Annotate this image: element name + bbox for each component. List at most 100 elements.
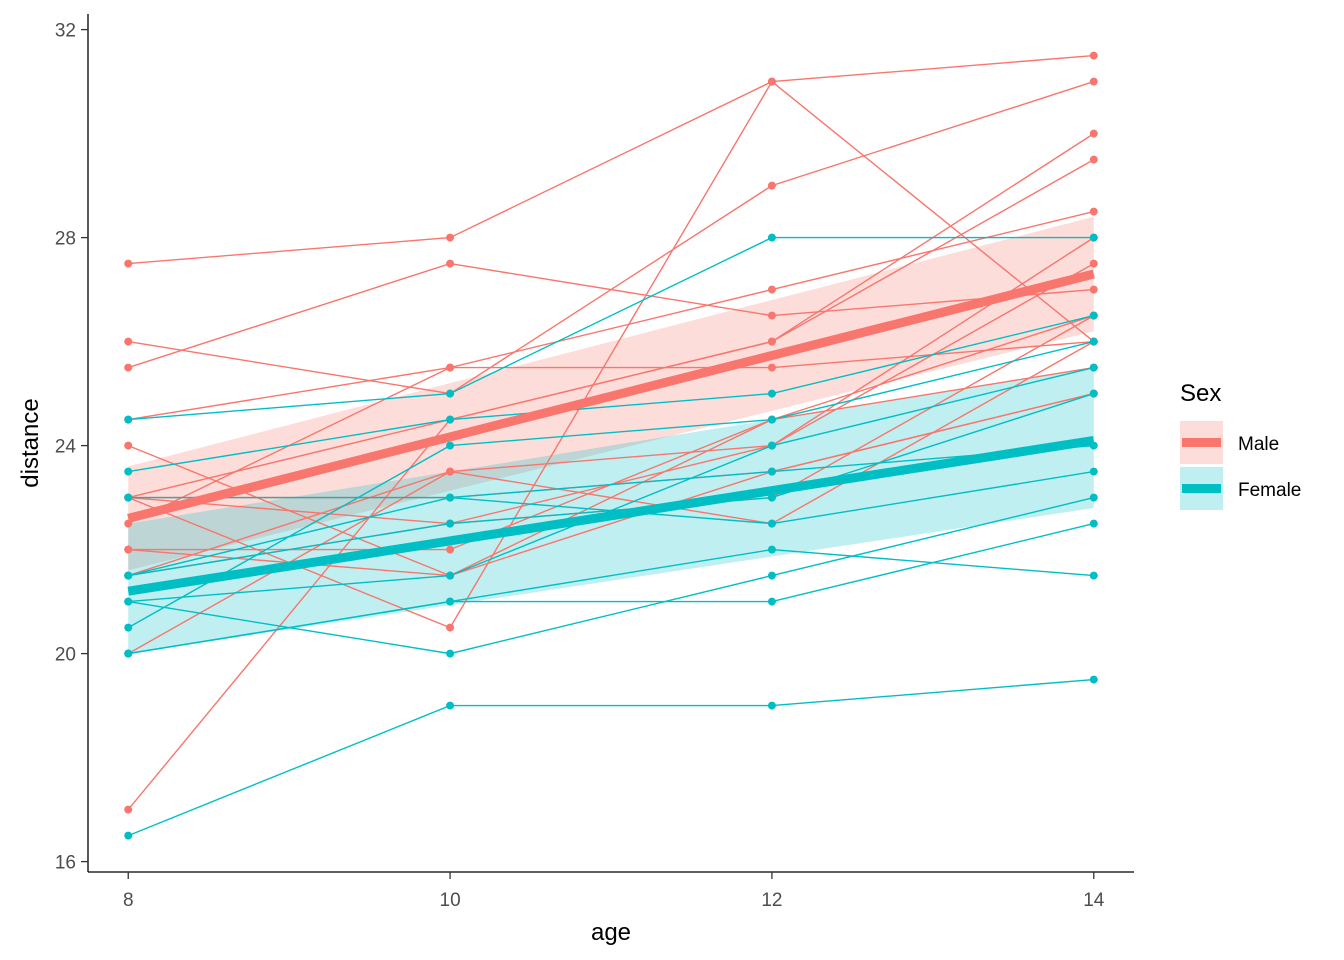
- data-point: [446, 233, 455, 242]
- subject-line: [128, 392, 1094, 577]
- data-point: [1089, 363, 1098, 372]
- data-point: [124, 545, 133, 554]
- subject-series: [124, 51, 1098, 268]
- data-point: [767, 597, 776, 606]
- data-point: [446, 493, 455, 502]
- data-point: [767, 233, 776, 242]
- legend-entry-female: Female: [1180, 467, 1301, 510]
- x-ticks: 8 10 12 14: [123, 872, 1105, 911]
- data-point: [1089, 51, 1098, 60]
- data-point: [124, 623, 133, 632]
- data-point: [124, 597, 133, 606]
- data-point: [124, 337, 133, 346]
- data-point: [124, 415, 133, 424]
- x-tick-label: 10: [440, 890, 461, 911]
- y-ticks: 16 20 24 28 32: [55, 21, 88, 874]
- data-point: [767, 337, 776, 346]
- data-point: [446, 623, 455, 632]
- axes: [87, 14, 1134, 873]
- x-tick-label: 8: [123, 890, 134, 911]
- subject-line: [128, 262, 1094, 369]
- data-point: [446, 467, 455, 476]
- subject-line: [128, 54, 1094, 265]
- data-point: [1089, 77, 1098, 86]
- data-point: [124, 493, 133, 502]
- data-point: [767, 389, 776, 398]
- subject-series: [124, 389, 1098, 580]
- data-point: [1089, 571, 1098, 580]
- data-point: [446, 389, 455, 398]
- data-point: [1089, 467, 1098, 476]
- data-point: [446, 649, 455, 658]
- data-point: [124, 441, 133, 450]
- data-point: [124, 805, 133, 814]
- data-point: [1089, 493, 1098, 502]
- data-point: [124, 259, 133, 268]
- data-point: [767, 77, 776, 86]
- subject-line: [128, 236, 1094, 421]
- data-point: [1089, 207, 1098, 216]
- subject-line: [127, 366, 1094, 577]
- data-point: [446, 571, 455, 580]
- data-point: [446, 597, 455, 606]
- data-point: [1089, 259, 1098, 268]
- data-point: [124, 831, 133, 840]
- data-point: [767, 415, 776, 424]
- data-point: [767, 571, 776, 580]
- data-point: [767, 311, 776, 320]
- data-point: [767, 285, 776, 294]
- legend: Sex Male Female: [1180, 380, 1301, 510]
- y-tick-label: 24: [55, 437, 77, 458]
- data-point: [767, 181, 776, 190]
- confidence-bands: [128, 216, 1094, 654]
- data-point: [767, 441, 776, 450]
- legend-entry-male: Male: [1180, 421, 1279, 464]
- subject-series: [124, 233, 1098, 424]
- y-tick-label: 28: [55, 229, 76, 250]
- data-point: [767, 545, 776, 554]
- y-tick-label: 20: [55, 645, 76, 666]
- data-point: [767, 519, 776, 528]
- legend-label: Female: [1238, 480, 1301, 501]
- y-tick-label: 16: [55, 853, 76, 874]
- data-point: [446, 545, 455, 554]
- subject-series: [124, 311, 1098, 476]
- subject-series: [124, 675, 1098, 840]
- data-point: [446, 441, 455, 450]
- data-point: [446, 701, 455, 710]
- legend-label: Male: [1238, 434, 1279, 455]
- data-point: [1089, 519, 1098, 528]
- data-point: [124, 571, 133, 580]
- data-point: [767, 701, 776, 710]
- data-point: [124, 363, 133, 372]
- data-point: [124, 467, 133, 476]
- y-tick-label: 32: [55, 21, 76, 42]
- subject-series: [124, 545, 1098, 658]
- data-point: [1089, 337, 1098, 346]
- subject-line: [127, 678, 1094, 837]
- data-point: [124, 649, 133, 658]
- subject-line: [128, 444, 1094, 499]
- x-tick-label: 12: [761, 890, 782, 911]
- subject-line: [128, 548, 1094, 655]
- x-tick-label: 14: [1083, 890, 1105, 911]
- data-point: [446, 259, 455, 268]
- subject-series: [124, 441, 1098, 502]
- data-point: [1089, 311, 1098, 320]
- legend-title: Sex: [1180, 380, 1221, 407]
- data-point: [767, 363, 776, 372]
- y-axis-title: distance: [17, 398, 44, 487]
- data-point: [1089, 285, 1098, 294]
- subject-series: [124, 259, 1098, 372]
- data-point: [767, 493, 776, 502]
- subject-line: [128, 237, 1095, 577]
- data-point: [446, 415, 455, 424]
- data-point: [446, 519, 455, 528]
- data-point: [1089, 129, 1098, 138]
- data-point: [446, 363, 455, 372]
- subject-line: [128, 314, 1094, 473]
- data-point: [767, 467, 776, 476]
- subject-lines: [124, 51, 1098, 840]
- fit-lines: [127, 269, 1095, 596]
